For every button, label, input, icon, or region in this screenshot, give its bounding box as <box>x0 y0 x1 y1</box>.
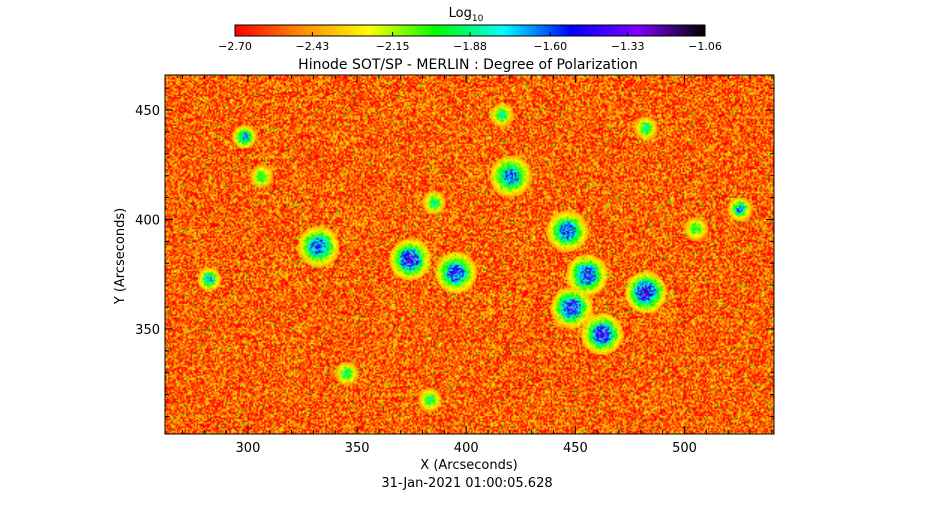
x-tick-label: 350 <box>345 441 370 456</box>
y-tick-label: 400 <box>135 213 160 228</box>
x-tick-label: 400 <box>454 441 479 456</box>
colorbar-tick-label: −2.15 <box>376 40 410 53</box>
colorbar-tick-label: −1.88 <box>453 40 487 53</box>
colorbar: Log10 −2.70 −2.43 −2.15 −1.88 −1.60 −1.33 −1.0… <box>218 6 722 53</box>
colorbar-label: Log10 <box>449 6 484 24</box>
colorbar-label-base: Log <box>449 6 472 21</box>
timestamp: 31-Jan-2021 01:00:05.628 <box>381 476 552 491</box>
plot-area: 300 350 400 450 500 350 400 450 <box>135 74 775 456</box>
x-tick-label: 500 <box>672 441 697 456</box>
x-axis-ticks: 300 350 400 450 500 <box>181 75 773 456</box>
y-axis-ticks: 350 400 450 <box>135 87 774 417</box>
colorbar-ticks: −2.70 −2.43 −2.15 −1.88 −1.60 −1.33 −1.06 <box>218 32 722 53</box>
colorbar-tick-label: −1.60 <box>533 40 567 53</box>
y-tick-label: 350 <box>135 323 160 338</box>
x-tick-label: 450 <box>563 441 588 456</box>
polarization-map-image <box>165 75 774 434</box>
y-tick-label: 450 <box>135 104 160 119</box>
colorbar-label-subscript: 10 <box>472 14 484 24</box>
y-axis-label: Y (Arcseconds) <box>113 208 128 305</box>
x-axis-label: X (Arcseconds) <box>420 458 517 473</box>
chart-title: Hinode SOT/SP - MERLIN : Degree of Polar… <box>298 57 638 73</box>
colorbar-tick-label: −2.43 <box>296 40 330 53</box>
colorbar-tick-label: −1.06 <box>688 40 722 53</box>
plot-frame <box>164 74 775 435</box>
x-tick-label: 300 <box>236 441 261 456</box>
colorbar-tick-label: −1.33 <box>611 40 645 53</box>
colorbar-tick-label: −2.70 <box>218 40 252 53</box>
